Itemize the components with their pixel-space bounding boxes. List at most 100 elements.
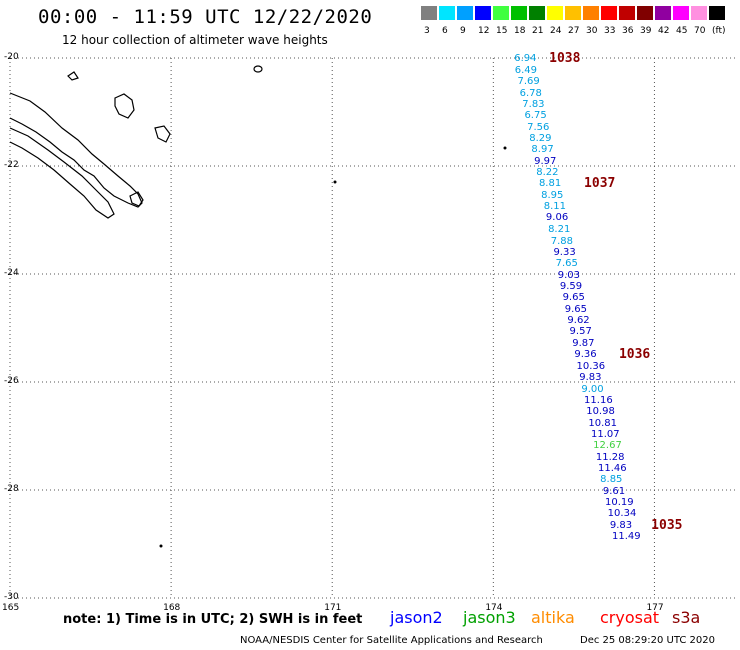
legend-label: 70: [694, 26, 706, 36]
legend-label: 42: [658, 26, 670, 36]
swh-value: 9.59: [559, 280, 583, 292]
legend-swatch: [655, 6, 671, 20]
legend-swatch: [493, 6, 509, 20]
chart-subtitle: 12 hour collection of altimeter wave hei…: [62, 33, 328, 47]
swh-value: 10.19: [605, 496, 634, 508]
legend-label: 6: [442, 26, 448, 36]
pressure-label: 1035: [651, 517, 683, 533]
graticule: [9, 57, 735, 599]
swh-value: 10.34: [607, 508, 637, 520]
swh-value: 9.62: [567, 314, 590, 326]
swh-value: 8.21: [548, 223, 571, 235]
coastline: [9, 65, 263, 219]
swh-value: 9.97: [534, 155, 557, 167]
swh-value: 6.78: [519, 87, 542, 99]
satellite-name: s3a: [672, 608, 701, 627]
swh-value: 10.81: [588, 417, 617, 429]
swh-value: 11.46: [598, 462, 627, 474]
swh-value: 9.83: [579, 372, 602, 384]
legend-label: 3: [424, 26, 430, 36]
lon-tick-label: 174: [485, 603, 503, 613]
lat-tick-label: -30: [4, 592, 19, 602]
pressure-label: 1036: [618, 347, 651, 362]
legend-swatch: [637, 6, 653, 20]
legend-swatch: [583, 6, 599, 20]
islet: [253, 65, 263, 73]
swh-value: 6.49: [514, 64, 538, 76]
swh-value: 10.36: [576, 360, 606, 372]
legend-swatch: [439, 6, 455, 20]
legend-unit: (ft): [712, 26, 726, 36]
lat-tick-label: -20: [4, 52, 19, 62]
legend-label: 18: [514, 26, 526, 36]
note-text: note: 1) Time is in UTC; 2) SWH is in fe…: [63, 612, 363, 627]
swh-value: 7.65: [555, 258, 578, 270]
swh-value: 11.16: [584, 394, 613, 406]
legend-label: 30: [586, 26, 598, 36]
swh-value: 9.65: [564, 303, 587, 315]
swh-value: 8.22: [536, 167, 559, 179]
legend-label: 39: [640, 26, 652, 36]
swh-value: 9.06: [545, 212, 569, 224]
small-islands: [159, 146, 507, 548]
swh-value: 8.85: [600, 474, 623, 486]
swh-value: 7.83: [522, 98, 545, 110]
legend-swatch: [421, 6, 437, 20]
new-caledonia-outline: [9, 92, 143, 208]
swh-value: 11.28: [595, 451, 625, 463]
swh-value: 9.83: [609, 519, 633, 531]
lat-tick-label: -24: [4, 268, 19, 278]
loyalty-island-small: [154, 125, 171, 143]
lat-tick-label: -22: [4, 160, 19, 170]
swh-value: 8.97: [531, 144, 554, 156]
swh-value: 9.57: [569, 326, 592, 338]
swh-value: 9.61: [602, 485, 626, 497]
legend-label: 27: [568, 26, 580, 36]
loyalty-islands: [114, 93, 135, 119]
lon-tick-label: 177: [646, 603, 664, 613]
swh-value: 9.03: [557, 269, 580, 281]
legend-label: 15: [496, 26, 508, 36]
legend-label: 24: [550, 26, 562, 36]
satellite-name: altika: [531, 608, 575, 627]
legend-swatch: [475, 6, 491, 20]
swh-value: 9.87: [572, 337, 595, 349]
swh-value: 11.49: [611, 530, 641, 542]
swh-value: 9.65: [562, 292, 585, 304]
legend-label: 12: [478, 26, 490, 36]
swh-value: 9.00: [581, 383, 604, 395]
swh-value: 11.07: [591, 428, 620, 440]
swh-value: 10.98: [586, 406, 615, 418]
island-dot: [503, 146, 507, 150]
swh-value: 7.56: [527, 121, 550, 133]
swh-value: 8.81: [538, 178, 562, 190]
legend-swatch: [601, 6, 617, 20]
legend-swatch: [529, 6, 545, 20]
swh-value: 8.95: [541, 189, 564, 201]
lon-tick-label: 165: [2, 603, 20, 613]
isle-of-pines: [129, 191, 144, 207]
legend-swatch: [709, 6, 725, 20]
swh-value: 7.69: [517, 76, 540, 88]
swh-value: 6.94: [514, 53, 537, 65]
swh-value: 7.88: [550, 235, 574, 247]
generated-timestamp: Dec 25 08:29:20 UTC 2020: [580, 635, 715, 646]
island-dot: [333, 180, 337, 184]
pressure-label: 1037: [584, 176, 616, 192]
swh-value: 9.33: [553, 246, 576, 258]
chart-title: 00:00 - 11:59 UTC 12/22/2020: [38, 6, 373, 28]
legend-label: 33: [604, 26, 616, 36]
lon-tick-label: 171: [324, 603, 342, 613]
lat-tick-label: -28: [4, 484, 19, 494]
legend-label: 36: [622, 26, 634, 36]
lon-tick-label: 168: [163, 603, 181, 613]
island-dot: [159, 544, 163, 548]
legend-swatch: [673, 6, 689, 20]
swh-value: 6.75: [524, 110, 547, 122]
satellite-name: jason2: [390, 608, 443, 627]
new-caledonia-inner: [9, 127, 115, 219]
swh-value: 8.11: [543, 201, 567, 213]
swh-value: 9.36: [574, 349, 597, 360]
satellite-name: cryosat: [600, 608, 660, 627]
